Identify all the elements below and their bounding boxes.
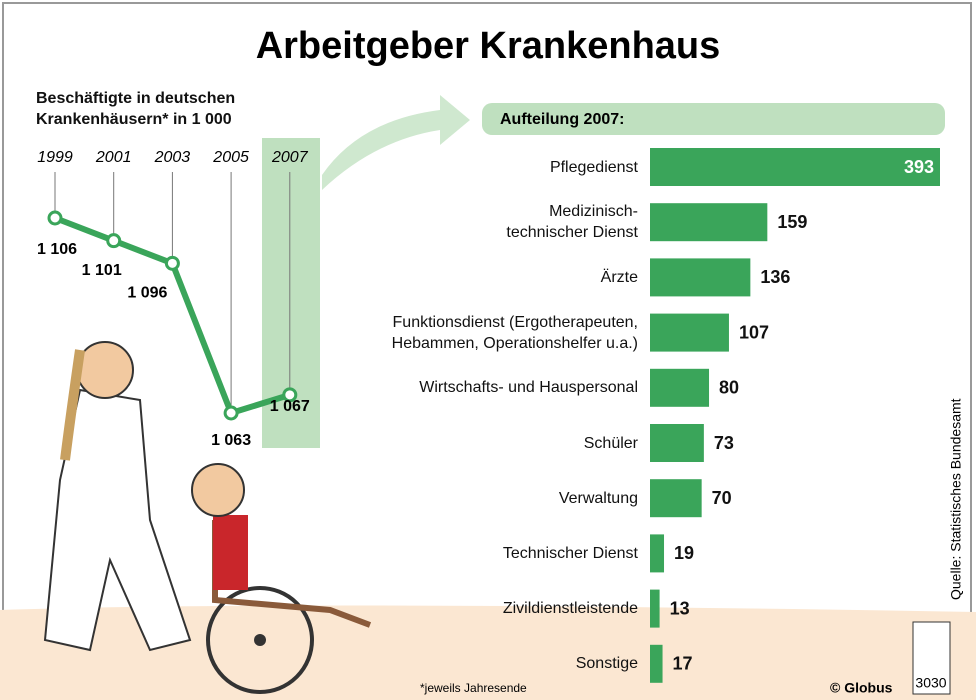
copyright: © Globus	[830, 680, 893, 696]
point	[108, 235, 120, 247]
infographic: Arbeitgeber Krankenhaus *jeweils Jahrese…	[0, 0, 976, 700]
point	[225, 407, 237, 419]
category-label: Verwaltung	[338, 477, 638, 519]
bar	[650, 314, 729, 352]
bar	[650, 590, 660, 628]
bar	[650, 424, 704, 462]
category-label: Zivildienstleistende	[338, 588, 638, 630]
category-label: Funktionsdienst (Ergotherapeuten, Hebamm…	[338, 312, 638, 354]
value-label: 73	[714, 433, 734, 453]
point	[166, 257, 178, 269]
bar	[650, 645, 663, 683]
x-tick-label: 2001	[95, 149, 132, 166]
x-tick-label: 2007	[271, 149, 309, 166]
bar	[650, 479, 702, 517]
category-label: Technischer Dienst	[338, 532, 638, 574]
category-label: Sonstige	[338, 643, 638, 685]
value-label: 13	[670, 598, 690, 618]
page-title: Arbeitgeber Krankenhaus	[256, 25, 721, 67]
category-label: Medizinisch- technischer Dienst	[338, 201, 638, 243]
code: 3030	[915, 675, 946, 691]
category-label: Pflegedienst	[338, 146, 638, 188]
x-tick-label: 1999	[37, 149, 73, 166]
value-label: 159	[777, 212, 807, 232]
value-label: 107	[739, 322, 769, 342]
bar	[650, 369, 709, 407]
category-label: Wirtschafts- und Hauspersonal	[338, 367, 638, 409]
value-label: 19	[674, 543, 694, 563]
value-label: 1 096	[127, 285, 167, 302]
source: Quelle: Statistisches Bundesamt	[948, 398, 964, 600]
value-label: 17	[673, 654, 693, 674]
point	[49, 212, 61, 224]
bar	[650, 203, 767, 241]
value-label: 393	[904, 157, 934, 177]
bar	[650, 534, 664, 572]
value-label: 1 067	[270, 398, 310, 415]
category-label: Schüler	[338, 422, 638, 464]
value-label: 80	[719, 378, 739, 398]
value-label: 136	[760, 267, 790, 287]
category-label: Ärzte	[338, 256, 638, 298]
bar	[650, 148, 940, 186]
line-chart-title: Beschäftigte in deutschen Krankenhäusern…	[36, 88, 296, 130]
value-label: 1 063	[211, 432, 251, 449]
value-label: 70	[712, 488, 732, 508]
bar	[650, 258, 750, 296]
value-label: 1 101	[82, 262, 122, 279]
bar-chart-title: Aufteilung 2007:	[500, 111, 624, 128]
x-tick-label: 2005	[212, 149, 249, 166]
value-label: 1 106	[37, 241, 77, 258]
x-tick-label: 2003	[154, 149, 191, 166]
